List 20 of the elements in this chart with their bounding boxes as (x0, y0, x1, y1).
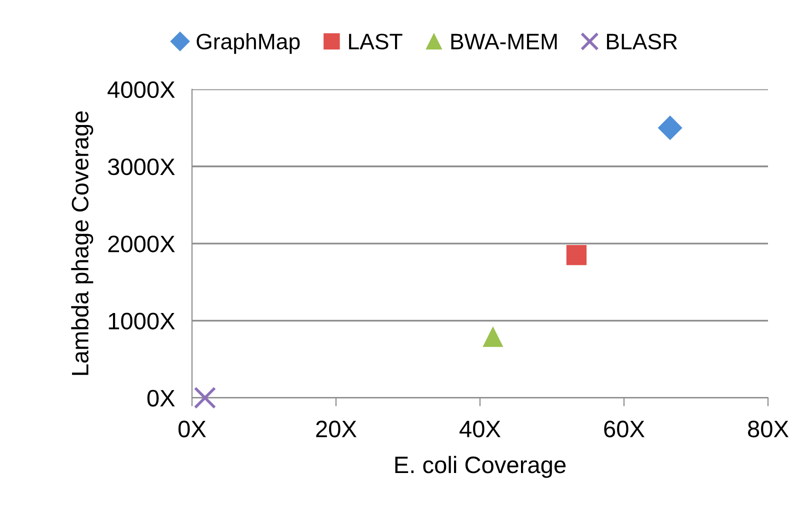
x-tick-label: 20X (316, 420, 357, 438)
x-axis-title: E. coli Coverage (395, 456, 566, 478)
x-tick-label: 60X (604, 420, 645, 438)
y-tick-label: 1000X (108, 312, 175, 330)
y-tick-label: 3000X (108, 158, 175, 176)
y-tick-label: 4000X (108, 81, 175, 98)
y-tick-label: 0X (147, 390, 175, 407)
x-tick-label: 80X (748, 420, 789, 438)
legend-label: BWA-MEM (451, 34, 557, 50)
point (658, 116, 682, 140)
y-tick-label: 2000X (108, 236, 175, 252)
legend-label: GraphMap (196, 33, 300, 54)
legend-label: LAST (349, 34, 402, 50)
legend-label: BLASR (607, 34, 678, 50)
point (482, 326, 504, 347)
x-tick-label: 0X (178, 420, 206, 438)
point (566, 245, 587, 266)
point (194, 386, 216, 409)
x-tick-label: 40X (460, 420, 501, 438)
y-axis-title: Lambda phage Coverage (71, 111, 94, 375)
